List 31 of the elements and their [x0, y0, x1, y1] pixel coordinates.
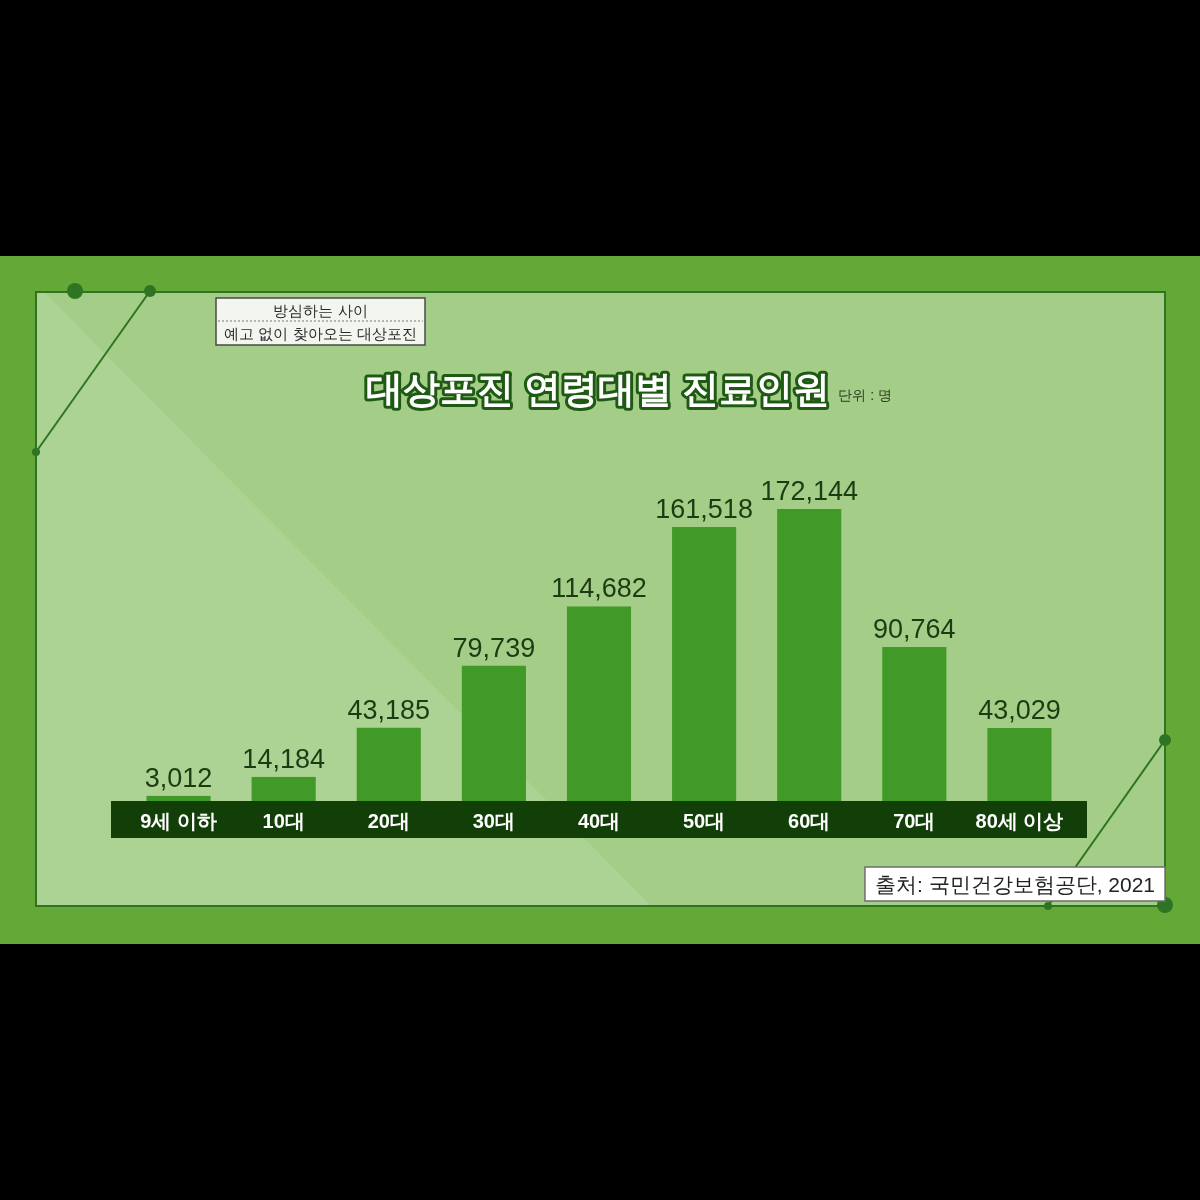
- x-tick-label: 40대: [577, 810, 621, 832]
- data-label: 90,764: [873, 614, 956, 645]
- bar: [566, 606, 632, 801]
- data-label: 3,012: [144, 762, 213, 793]
- chart-title: 대상포진 연령대별 진료인원: [365, 369, 831, 410]
- x-tick-label: 60대: [788, 810, 831, 832]
- source-note: 출처: 국민건강보험공단, 2021: [874, 873, 1156, 896]
- bar: [672, 527, 737, 801]
- x-tick-label: 30대: [472, 810, 516, 832]
- x-tick-label: 9세 이하: [140, 810, 217, 832]
- data-label: 114,682: [551, 573, 647, 604]
- data-label: 172,144: [760, 476, 859, 506]
- x-tick-label: 20대: [367, 810, 410, 832]
- text: 단위 : 명: [838, 387, 892, 403]
- x-tick-label: 50대: [682, 810, 726, 832]
- bar: [146, 795, 211, 801]
- bar: [461, 665, 526, 801]
- bar: [987, 728, 1052, 801]
- data-label: 14,184: [242, 743, 325, 774]
- x-tick-label: 10대: [262, 810, 305, 832]
- data-label: 161,518: [655, 494, 753, 525]
- bar: [882, 647, 947, 801]
- x-tick-label: 80세 이상: [975, 810, 1064, 832]
- data-label: 43,185: [347, 694, 431, 725]
- x-tick-label: 70대: [893, 810, 936, 832]
- bar: [251, 776, 316, 801]
- data-label: 43,029: [978, 695, 1061, 726]
- bar: [777, 509, 842, 801]
- chart-subtitle: 방심하는 사이 예고 없이 찾아오는 대상포진: [224, 302, 417, 342]
- data-label: 79,739: [452, 632, 536, 663]
- bar: [356, 727, 421, 801]
